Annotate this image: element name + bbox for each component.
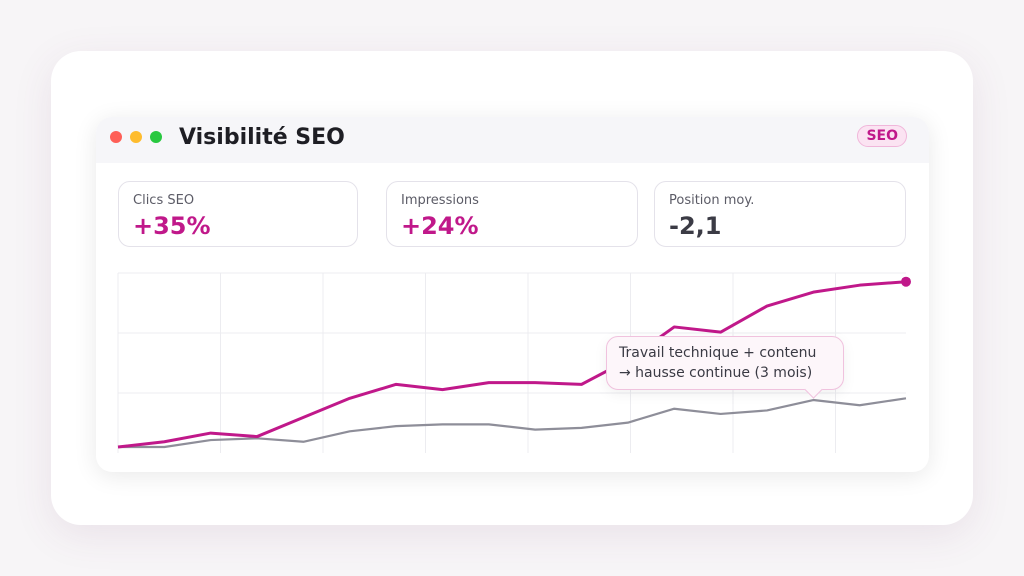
kpi-value: -2,1 [669, 212, 722, 240]
minimize-dot-icon[interactable] [130, 131, 142, 143]
kpi-card-position: Position moy. -2,1 [654, 181, 906, 247]
kpi-card-clics: Clics SEO +35% [118, 181, 358, 247]
kpi-card-impressions: Impressions +24% [386, 181, 638, 247]
kpi-label: Impressions [401, 193, 479, 208]
endpoint-marker [901, 276, 911, 287]
window-title: Visibilité SEO [179, 125, 345, 150]
kpi-value: +24% [401, 212, 479, 240]
kpi-label: Position moy. [669, 193, 755, 208]
title-bar: Visibilité SEO SEO [96, 117, 929, 163]
series-line-impressions [118, 397, 907, 449]
close-dot-icon[interactable] [110, 131, 122, 143]
kpi-value: +35% [133, 212, 211, 240]
series-line-clics-seo [117, 280, 907, 449]
seo-badge: SEO [857, 125, 907, 147]
annotation-line-1: Travail technique + contenu [619, 345, 817, 361]
dashboard-window: Visibilité SEO SEO Clics SEO +35% Impres… [96, 117, 929, 472]
annotation-line-2: → hausse continue (3 mois) [619, 365, 813, 381]
line-chart [117, 272, 911, 453]
annotation-tooltip: Travail technique + contenu → hausse con… [606, 336, 844, 390]
kpi-label: Clics SEO [133, 193, 195, 208]
maximize-dot-icon[interactable] [150, 131, 162, 143]
